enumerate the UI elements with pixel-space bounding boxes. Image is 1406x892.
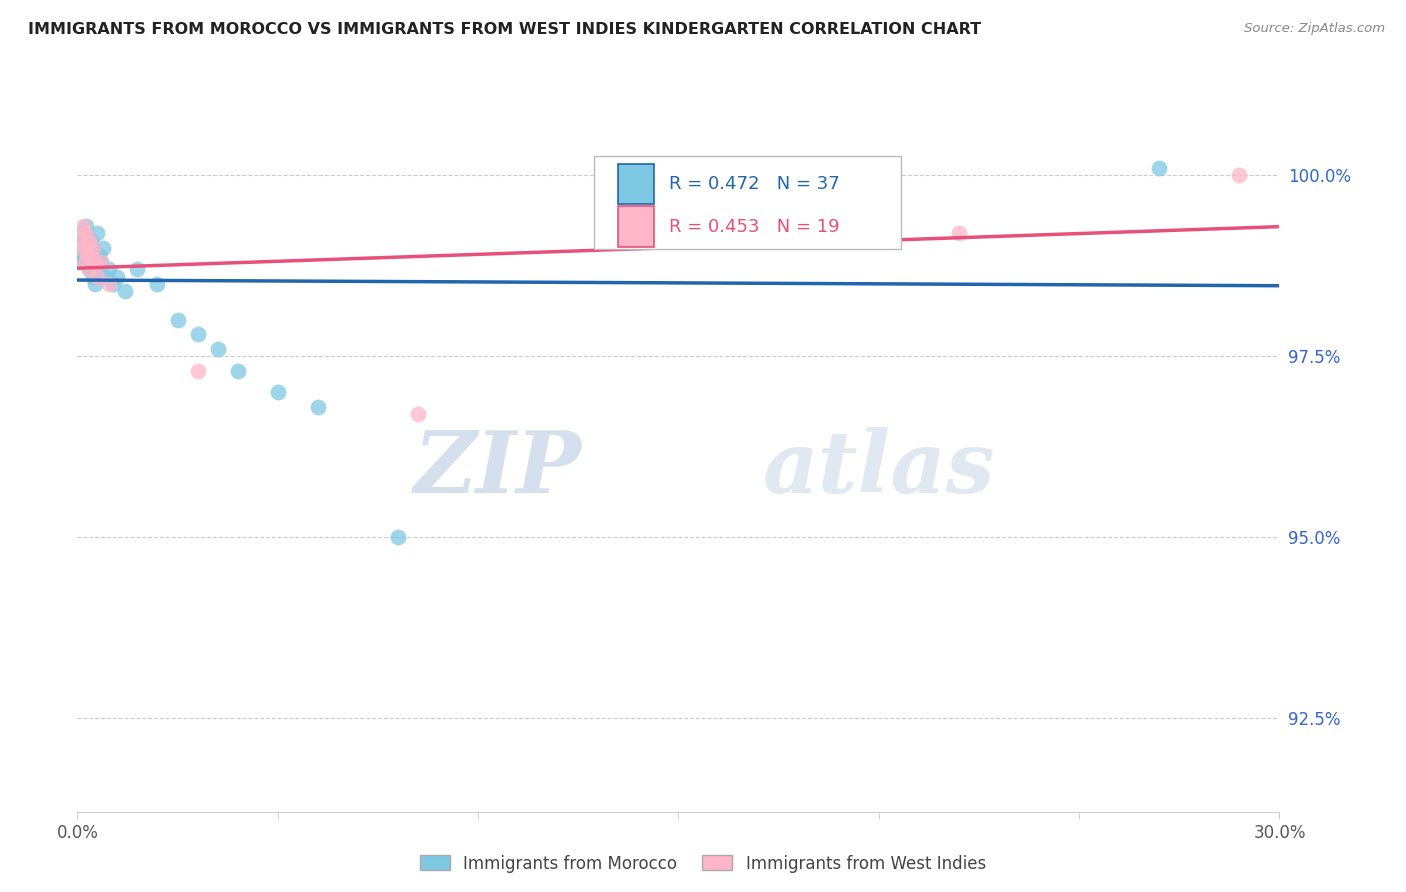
Point (77, 234, 100, 248)
Point (307, 400, 329, 414)
Text: ZIP: ZIP (415, 427, 582, 511)
Point (79, 262, 101, 277)
FancyBboxPatch shape (619, 206, 654, 247)
Point (84, 277, 107, 291)
Point (76, 241, 98, 255)
Text: atlas: atlas (762, 427, 995, 511)
Point (76, 248, 98, 262)
Point (89, 248, 111, 262)
Point (86, 226, 108, 240)
Text: R = 0.472   N = 37: R = 0.472 N = 37 (669, 175, 839, 193)
Point (70, 241, 93, 255)
Point (94, 269, 117, 284)
Point (67, 241, 90, 255)
Point (70, 226, 93, 240)
Point (98, 277, 121, 291)
Point (83, 255, 105, 269)
Point (103, 277, 125, 291)
Point (768, 226, 790, 240)
Text: Source: ZipAtlas.com: Source: ZipAtlas.com (1244, 22, 1385, 36)
Point (1149, 161, 1171, 175)
Point (75, 219, 97, 233)
Point (90, 255, 112, 269)
Point (69, 255, 91, 269)
Point (186, 363, 209, 377)
Point (73, 241, 96, 255)
Point (75, 255, 97, 269)
Point (73, 226, 96, 240)
Point (93, 241, 115, 255)
FancyBboxPatch shape (595, 156, 901, 250)
Point (98, 262, 121, 277)
Point (387, 530, 409, 544)
Point (80, 248, 103, 262)
Point (82, 269, 104, 284)
Text: IMMIGRANTS FROM MOROCCO VS IMMIGRANTS FROM WEST INDIES KINDERGARTEN CORRELATION : IMMIGRANTS FROM MOROCCO VS IMMIGRANTS FR… (28, 22, 981, 37)
Point (75, 241, 97, 255)
Point (90, 255, 112, 269)
Point (1229, 169, 1251, 183)
Text: R = 0.453   N = 19: R = 0.453 N = 19 (669, 218, 839, 235)
Point (82, 241, 104, 255)
Point (70, 248, 93, 262)
Point (166, 313, 188, 327)
Point (406, 407, 429, 421)
Point (72, 234, 94, 248)
Point (146, 277, 169, 291)
FancyBboxPatch shape (619, 163, 654, 204)
Point (186, 327, 209, 342)
Point (69, 234, 91, 248)
Point (226, 363, 249, 377)
Point (84, 255, 107, 269)
Point (75, 248, 97, 262)
Point (114, 284, 136, 298)
Point (77, 262, 100, 277)
Point (207, 342, 229, 356)
Legend: Immigrants from Morocco, Immigrants from West Indies: Immigrants from Morocco, Immigrants from… (413, 848, 993, 880)
Point (86, 269, 108, 284)
Point (80, 234, 103, 248)
Point (86, 262, 108, 277)
Point (79, 248, 101, 262)
Point (82, 241, 104, 255)
Point (72, 219, 94, 233)
Point (107, 269, 129, 284)
Point (948, 226, 970, 240)
Point (267, 385, 290, 400)
Point (127, 262, 149, 277)
